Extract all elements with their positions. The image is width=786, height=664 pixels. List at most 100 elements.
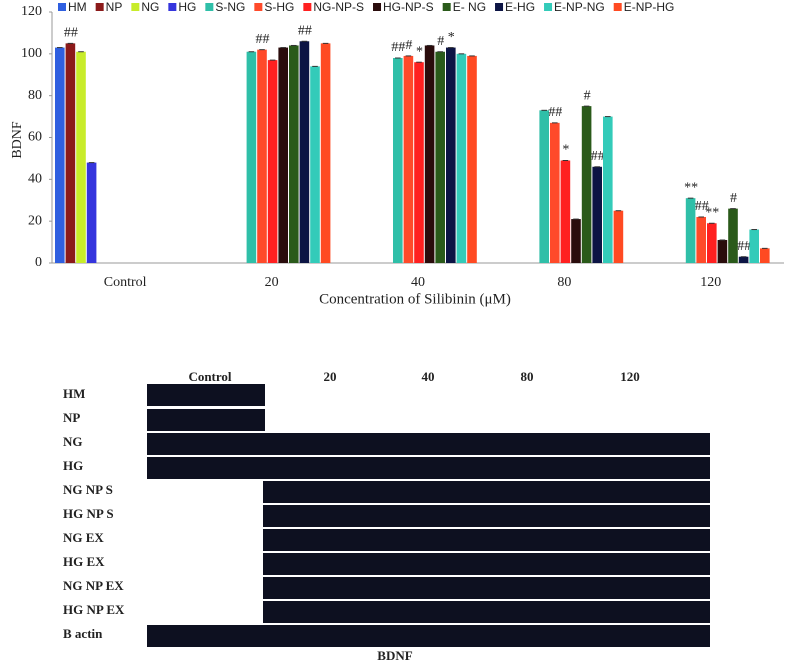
bar	[246, 51, 257, 263]
legend-label: S-NG	[215, 0, 245, 14]
legend-label: E-HG	[505, 0, 535, 14]
legend-label: NP	[106, 0, 123, 14]
bar	[717, 239, 728, 263]
blot-column-label: 80	[521, 369, 534, 384]
y-tick-label: 60	[28, 130, 42, 145]
bar	[299, 41, 310, 264]
legend-label: E-NP-HG	[624, 0, 675, 14]
blot-row-label: HG EX	[63, 554, 105, 569]
band	[263, 529, 710, 551]
blot-row-label: NG	[63, 434, 83, 449]
bar	[76, 51, 86, 263]
bar	[467, 55, 477, 263]
blot-row-label: HG NP EX	[63, 602, 125, 617]
significance-label: ##	[64, 26, 78, 41]
blot-row-label: NG EX	[63, 530, 104, 545]
legend-label: HG-NP-S	[383, 0, 434, 14]
bar	[738, 256, 749, 263]
band	[263, 505, 710, 527]
blot-row-label: B actin	[63, 626, 103, 641]
band	[147, 457, 710, 479]
bar	[539, 110, 549, 263]
y-axis-label: BDNF	[10, 121, 25, 159]
legend-swatch	[613, 3, 622, 11]
bar	[760, 248, 770, 263]
x-tick-label: Control	[104, 275, 147, 290]
significance-label: #	[730, 191, 737, 206]
x-axis-label: Concentration of Silibinin (μM)	[319, 291, 511, 307]
legend-swatch	[303, 3, 312, 11]
significance-label: #	[405, 38, 412, 53]
bar	[414, 62, 424, 264]
blot-column-label: Control	[188, 369, 231, 384]
bar	[581, 106, 592, 263]
y-tick-label: 20	[28, 213, 42, 228]
significance-label: ##	[298, 24, 312, 39]
bar	[267, 60, 278, 263]
bar	[257, 49, 267, 264]
blot-column-label: 120	[620, 369, 640, 384]
legend-label: E-NP-NG	[554, 0, 605, 14]
bar	[320, 43, 331, 263]
legend-swatch	[205, 3, 214, 11]
blot-column-label: 20	[324, 369, 337, 384]
blot-row-label: HG	[63, 458, 83, 473]
bar	[65, 43, 76, 263]
legend-label: HG	[178, 0, 196, 14]
significance-label: **	[684, 180, 698, 195]
blot-column-label: 40	[422, 369, 435, 384]
significance-label: ##	[737, 239, 751, 254]
y-tick-label: 120	[21, 4, 42, 19]
y-tick-label: 0	[35, 255, 42, 270]
y-tick-label: 100	[21, 46, 42, 61]
significance-label: *	[416, 44, 423, 59]
bar	[728, 208, 738, 263]
legend-swatch	[95, 3, 104, 11]
significance-label: ##	[256, 32, 270, 47]
blot-row-label: NG NP EX	[63, 578, 124, 593]
bar	[289, 45, 299, 263]
blot-row-label: HG NP S	[63, 506, 114, 521]
legend-label: E- NG	[453, 0, 486, 14]
bar	[696, 216, 706, 263]
blot-bands	[147, 384, 710, 647]
y-tick-label: 40	[28, 172, 42, 187]
significance-label: #	[437, 34, 444, 49]
bar	[86, 162, 97, 263]
bar	[310, 66, 320, 263]
legend-label: S-HG	[264, 0, 294, 14]
legend-swatch	[58, 3, 66, 11]
legend-swatch	[442, 3, 451, 11]
band	[147, 625, 710, 647]
x-tick-label: 20	[265, 275, 279, 290]
bar	[685, 198, 696, 263]
legend-swatch	[373, 3, 382, 11]
significance-label: #	[584, 88, 591, 103]
blot-row-label: HM	[63, 386, 85, 401]
bar	[560, 160, 571, 263]
bar	[603, 116, 613, 263]
legend-swatch	[131, 3, 140, 11]
significance-label: ##	[591, 149, 605, 164]
band	[263, 481, 710, 503]
blot-row-label: NG NP S	[63, 482, 113, 497]
legend-swatch	[495, 3, 504, 11]
bar	[424, 45, 435, 263]
band	[147, 384, 265, 406]
bar	[592, 166, 602, 263]
band	[147, 409, 265, 431]
bar	[446, 47, 456, 263]
band	[263, 553, 710, 575]
bar	[550, 122, 560, 263]
band	[147, 433, 710, 455]
legend-label: NG	[141, 0, 159, 14]
bar	[278, 47, 288, 263]
blot-row-label: NP	[63, 410, 80, 425]
x-tick-label: 80	[557, 275, 571, 290]
significance-label: ##	[548, 105, 562, 120]
bar	[403, 55, 414, 263]
bar	[456, 53, 467, 264]
bar	[393, 58, 403, 264]
blot-caption: BDNF	[377, 648, 412, 663]
significance-label: *	[562, 143, 569, 158]
